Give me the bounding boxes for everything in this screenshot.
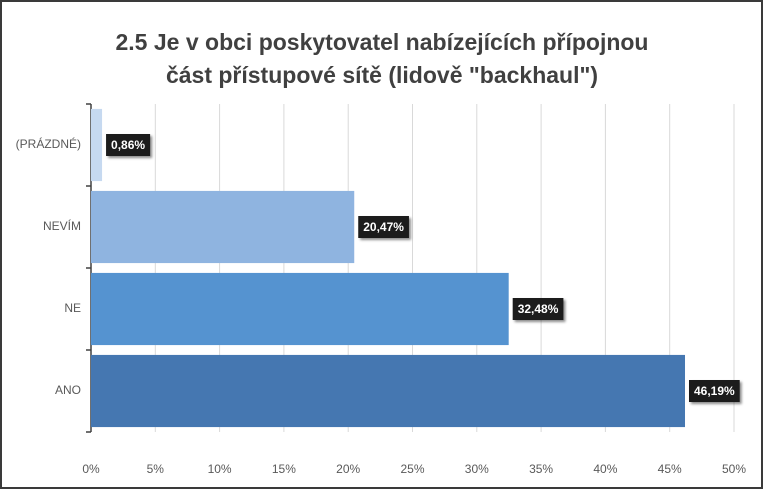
value-label-box: [106, 134, 151, 156]
x-tick-label: 0%: [82, 462, 100, 476]
y-tick-label: (PRÁZDNÉ): [16, 136, 81, 151]
x-tick-label: 5%: [147, 462, 165, 476]
value-label: 20,47%: [358, 216, 409, 238]
x-tick-label: 15%: [272, 462, 296, 476]
value-label-text: 0,86%: [111, 138, 145, 152]
x-tick-label: 40%: [593, 462, 617, 476]
value-label-text: 32,48%: [518, 302, 559, 316]
x-tick-label: 35%: [529, 462, 553, 476]
y-tick-label: NE: [64, 301, 81, 315]
x-tick-label: 45%: [658, 462, 682, 476]
bar: [91, 272, 509, 346]
y-tick-label: ANO: [55, 383, 81, 397]
x-tick-label: 25%: [400, 462, 424, 476]
x-tick-label: 50%: [722, 462, 746, 476]
x-tick-label: 20%: [336, 462, 360, 476]
value-label: 32,48%: [512, 298, 564, 320]
value-label-box: [689, 380, 740, 402]
bar: [91, 108, 103, 182]
value-label: 46,19%: [689, 380, 740, 402]
y-tick-label: NEVÍM: [43, 218, 81, 233]
chart-title: 2.5 Je v obci poskytovatel nabízejících …: [115, 29, 649, 88]
value-label: 0,86%: [106, 134, 151, 156]
x-tick-label: 30%: [465, 462, 489, 476]
value-label-box: [512, 298, 564, 320]
bar: [91, 354, 686, 428]
value-label-text: 20,47%: [363, 220, 404, 234]
value-label-text: 46,19%: [694, 384, 735, 398]
x-tick-label: 10%: [208, 462, 232, 476]
value-label-box: [358, 216, 409, 238]
bar: [91, 190, 355, 264]
